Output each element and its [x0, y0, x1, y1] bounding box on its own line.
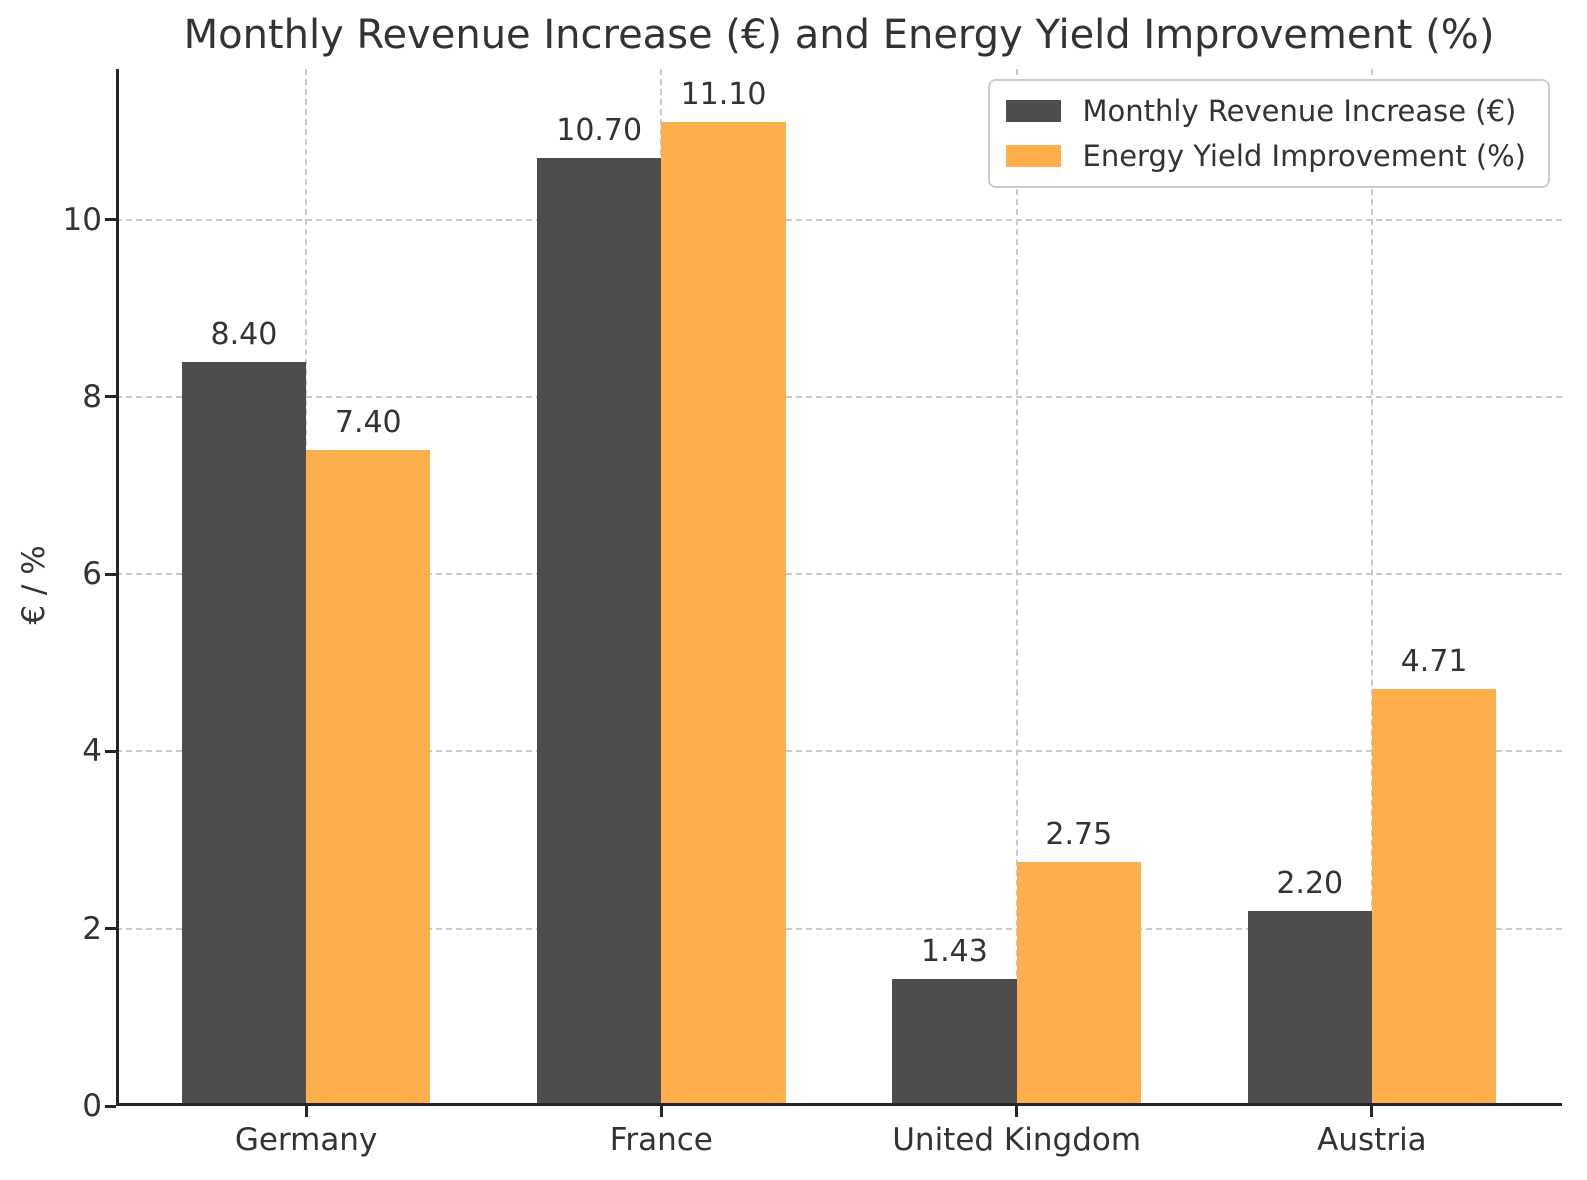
- legend-swatch-revenue: [1005, 100, 1061, 122]
- bar-value-label: 4.71: [1400, 643, 1468, 679]
- x-tick-label-united-kingdom: United Kingdom: [892, 1122, 1142, 1158]
- x-tick-mark: [659, 1106, 663, 1117]
- y-gridline: [116, 218, 1562, 221]
- bar-yield-united-kingdom: [1016, 862, 1141, 1106]
- x-tick-label-germany: Germany: [234, 1122, 378, 1158]
- y-tick-label: 8: [82, 378, 102, 415]
- y-gridline: [116, 573, 1562, 576]
- y-tick-label: 6: [82, 556, 102, 593]
- y-gridline: [116, 927, 1562, 930]
- bar-yield-germany: [306, 450, 431, 1106]
- x-tick-mark: [1370, 1106, 1374, 1117]
- y-tick-label: 4: [82, 733, 102, 770]
- bar-value-label: 2.20: [1276, 866, 1344, 902]
- bar-value-label: 10.70: [556, 112, 643, 148]
- y-tick-mark: [105, 572, 116, 576]
- y-tick-mark: [105, 395, 116, 399]
- x-gridline: [1015, 69, 1018, 1106]
- y-gridline: [116, 750, 1562, 753]
- bar-revenue-united-kingdom: [892, 979, 1017, 1106]
- y-axis-spine: [116, 69, 119, 1106]
- bar-value-label: 7.40: [334, 405, 402, 441]
- x-tick-mark: [1015, 1106, 1019, 1117]
- bar-value-label: 2.75: [1045, 817, 1113, 853]
- bar-value-label: 1.43: [921, 934, 988, 970]
- bar-yield-austria: [1371, 688, 1497, 1106]
- y-tick-label: 10: [62, 201, 102, 238]
- x-tick-label-france: France: [609, 1122, 713, 1158]
- y-gridline: [116, 395, 1562, 398]
- bar-yield-france: [661, 122, 786, 1106]
- legend: Monthly Revenue Increase (€) Energy Yiel…: [987, 79, 1550, 188]
- legend-swatch-yield: [1005, 145, 1061, 167]
- y-tick-mark: [105, 1104, 116, 1108]
- plot-area: Germany 8.40 7.40 France 10.70 11.10 United Ki…: [105, 69, 1562, 1158]
- legend-item-yield: Energy Yield Improvement (%): [1005, 139, 1527, 173]
- chart-title: Monthly Revenue Increase (€) and Energy …: [183, 12, 1495, 58]
- y-tick-mark: [105, 218, 116, 222]
- bar-revenue-france: [537, 157, 662, 1106]
- x-gridline: [1370, 69, 1373, 1106]
- legend-item-revenue: Monthly Revenue Increase (€): [1005, 94, 1527, 128]
- x-tick-label-austria: Austria: [1317, 1122, 1427, 1158]
- y-tick-label: 2: [82, 910, 102, 947]
- x-axis-spine: [116, 1103, 1562, 1106]
- legend-label-revenue: Monthly Revenue Increase (€): [1082, 94, 1517, 128]
- bar-value-label: 11.10: [680, 77, 767, 113]
- y-tick-label: 0: [82, 1088, 102, 1124]
- y-tick-mark: [105, 749, 116, 753]
- bar-revenue-germany: [181, 361, 307, 1106]
- y-tick-mark: [105, 927, 116, 931]
- bar-revenue-austria: [1247, 911, 1372, 1106]
- bar-value-label: 8.40: [210, 316, 278, 352]
- x-tick-mark: [304, 1106, 308, 1117]
- legend-label-yield: Energy Yield Improvement (%): [1082, 139, 1527, 173]
